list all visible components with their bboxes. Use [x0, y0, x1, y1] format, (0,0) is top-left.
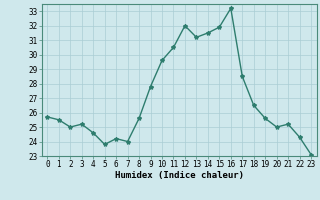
- X-axis label: Humidex (Indice chaleur): Humidex (Indice chaleur): [115, 171, 244, 180]
